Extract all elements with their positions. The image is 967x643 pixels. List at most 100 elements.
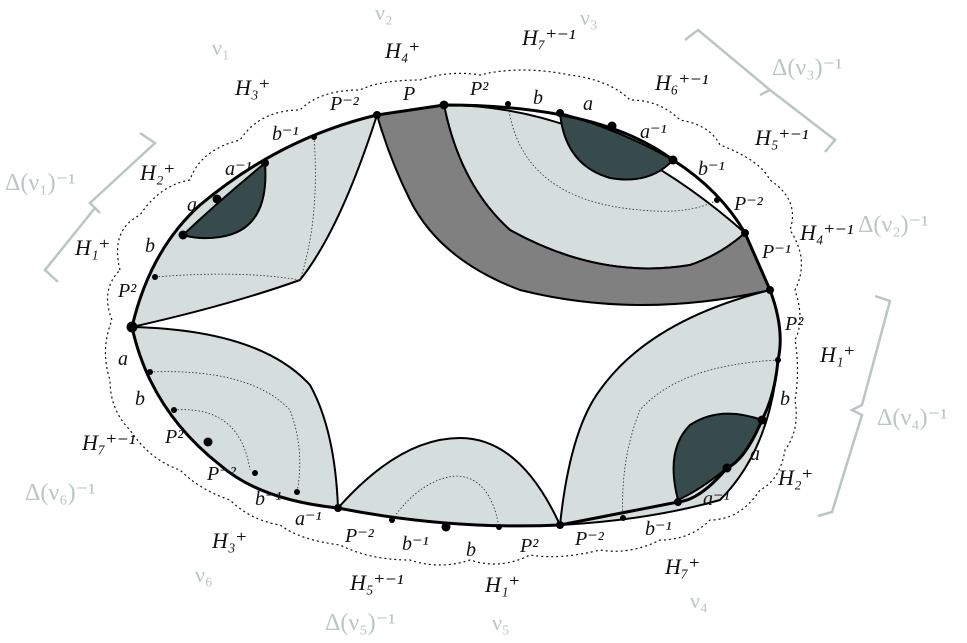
point bbox=[252, 470, 258, 476]
inner-arc-6 bbox=[391, 475, 500, 528]
label-b-right: b bbox=[780, 388, 790, 410]
label-h2-right: H₂⁺ bbox=[777, 465, 813, 490]
label-delta-nu4: Δ(ν₄)⁻¹ bbox=[877, 405, 948, 431]
point bbox=[714, 197, 720, 203]
point bbox=[556, 109, 564, 117]
label-p2-top: P² bbox=[469, 78, 489, 100]
label-pm2-topleft: P⁻² bbox=[329, 93, 360, 115]
label-pm2-left: P⁻² bbox=[206, 463, 237, 485]
label-h6-inv: H₆⁺⁻¹ bbox=[654, 70, 708, 95]
label-ainv-bottomright: a⁻¹ bbox=[703, 488, 730, 510]
label-a-left-lower: a bbox=[118, 348, 128, 370]
label-delta-nu1: Δ(ν₁)⁻¹ bbox=[5, 170, 76, 196]
boundary-points bbox=[126, 100, 781, 532]
label-nu3: ν₃ bbox=[580, 5, 598, 30]
point bbox=[775, 357, 781, 363]
point bbox=[674, 498, 682, 506]
point bbox=[389, 517, 395, 523]
label-ainv-left: a⁻¹ bbox=[225, 158, 252, 180]
label-h3-top: H₃⁺ bbox=[234, 75, 270, 100]
inner-arc-1 bbox=[154, 273, 301, 281]
label-h4-top: H₄⁺ bbox=[384, 38, 420, 63]
label-ainv-bottomleft: a⁻¹ bbox=[295, 508, 322, 530]
point bbox=[311, 134, 317, 140]
point bbox=[261, 159, 269, 167]
point bbox=[556, 521, 564, 529]
label-b-bottom: b bbox=[466, 539, 476, 561]
label-h1-bottom: H₁⁺ bbox=[484, 572, 520, 597]
label-binv-bottomright: b⁻¹ bbox=[645, 518, 672, 540]
bracket-right bbox=[817, 294, 892, 518]
label-binv-bottomleft: b⁻¹ bbox=[255, 488, 282, 510]
label-p2-left-upper: P² bbox=[117, 280, 137, 302]
point bbox=[439, 100, 449, 110]
bracket-top-right bbox=[684, 28, 837, 153]
label-h5-inv-bottom: H₅⁺⁻¹ bbox=[349, 570, 403, 595]
point bbox=[147, 369, 153, 375]
label-delta-nu2: Δ(ν₂)⁻¹ bbox=[858, 212, 929, 238]
label-h3-bottom: H₃⁺ bbox=[211, 528, 247, 553]
label-nu4: ν₄ bbox=[690, 588, 708, 613]
point bbox=[334, 504, 342, 512]
label-pm2-bottomright: P⁻² bbox=[574, 528, 605, 550]
label-a-top: a bbox=[583, 93, 593, 115]
region-lower-right bbox=[558, 288, 782, 527]
point bbox=[620, 515, 626, 521]
label-p2-left: P² bbox=[164, 426, 184, 448]
label-a-left-upper: a bbox=[187, 194, 197, 216]
point bbox=[607, 121, 617, 131]
label-a-right: a bbox=[750, 443, 760, 465]
label-h7-inv-left: H₇⁺⁻¹ bbox=[81, 430, 135, 455]
label-h7-bottom: H₇⁺ bbox=[664, 554, 700, 579]
bracket-left-upper bbox=[43, 131, 158, 283]
label-nu2: ν₂ bbox=[375, 0, 393, 25]
label-p2-right: P² bbox=[784, 313, 804, 335]
point bbox=[441, 522, 451, 532]
point bbox=[203, 437, 213, 447]
label-p2-bottom: P² bbox=[519, 535, 539, 557]
label-nu5: ν₅ bbox=[492, 610, 510, 635]
label-b-left-lower: b bbox=[135, 388, 145, 410]
inner-arc-4 bbox=[149, 371, 301, 493]
point bbox=[505, 101, 511, 107]
point bbox=[294, 489, 300, 495]
label-pm1-right: P⁻¹ bbox=[761, 241, 791, 263]
label-h2-left: H₂⁺ bbox=[139, 160, 175, 185]
label-pm2-right: P⁻² bbox=[733, 193, 764, 215]
point bbox=[212, 194, 222, 204]
label-b-left-upper: b bbox=[145, 235, 155, 257]
label-nu1: ν₁ bbox=[212, 35, 230, 60]
point-left-vertex bbox=[126, 321, 138, 333]
point bbox=[741, 229, 749, 237]
inner-arc-3 bbox=[507, 103, 718, 212]
label-h5-inv-right: H₅⁺⁻¹ bbox=[754, 125, 808, 150]
region-upper-left bbox=[130, 113, 379, 329]
label-binv-topright: b⁻¹ bbox=[698, 158, 725, 180]
label-binv-left: b⁻¹ bbox=[272, 123, 299, 145]
point bbox=[766, 286, 774, 294]
point bbox=[171, 407, 177, 413]
point bbox=[757, 415, 767, 425]
point bbox=[668, 155, 678, 165]
outer-dotted-boundary bbox=[104, 69, 803, 566]
label-binv-bottom: b⁻¹ bbox=[402, 533, 429, 555]
point bbox=[152, 274, 158, 280]
inner-arc-2 bbox=[299, 136, 316, 281]
point bbox=[178, 230, 188, 240]
label-delta-nu6: Δ(ν₆)⁻¹ bbox=[25, 480, 96, 506]
label-delta-nu5: Δ(ν₅)⁻¹ bbox=[325, 610, 396, 636]
point bbox=[373, 111, 381, 119]
label-h7-inv-top: H₇⁺⁻¹ bbox=[521, 25, 575, 50]
label-h1-right: H₁⁺ bbox=[819, 342, 855, 367]
point bbox=[722, 463, 732, 473]
label-h1-left: H₁⁺ bbox=[74, 235, 110, 260]
label-delta-nu3: Δ(ν₃)⁻¹ bbox=[772, 55, 843, 81]
label-h4-inv: H₄⁺⁻¹ bbox=[799, 220, 853, 245]
label-nu6: ν₆ bbox=[195, 562, 213, 587]
label-pm2-bottom: P⁻² bbox=[344, 525, 375, 547]
label-ainv-top: a⁻¹ bbox=[640, 121, 667, 143]
point bbox=[496, 524, 502, 530]
label-p-top: P bbox=[402, 83, 415, 105]
label-b-top: b bbox=[533, 87, 543, 109]
